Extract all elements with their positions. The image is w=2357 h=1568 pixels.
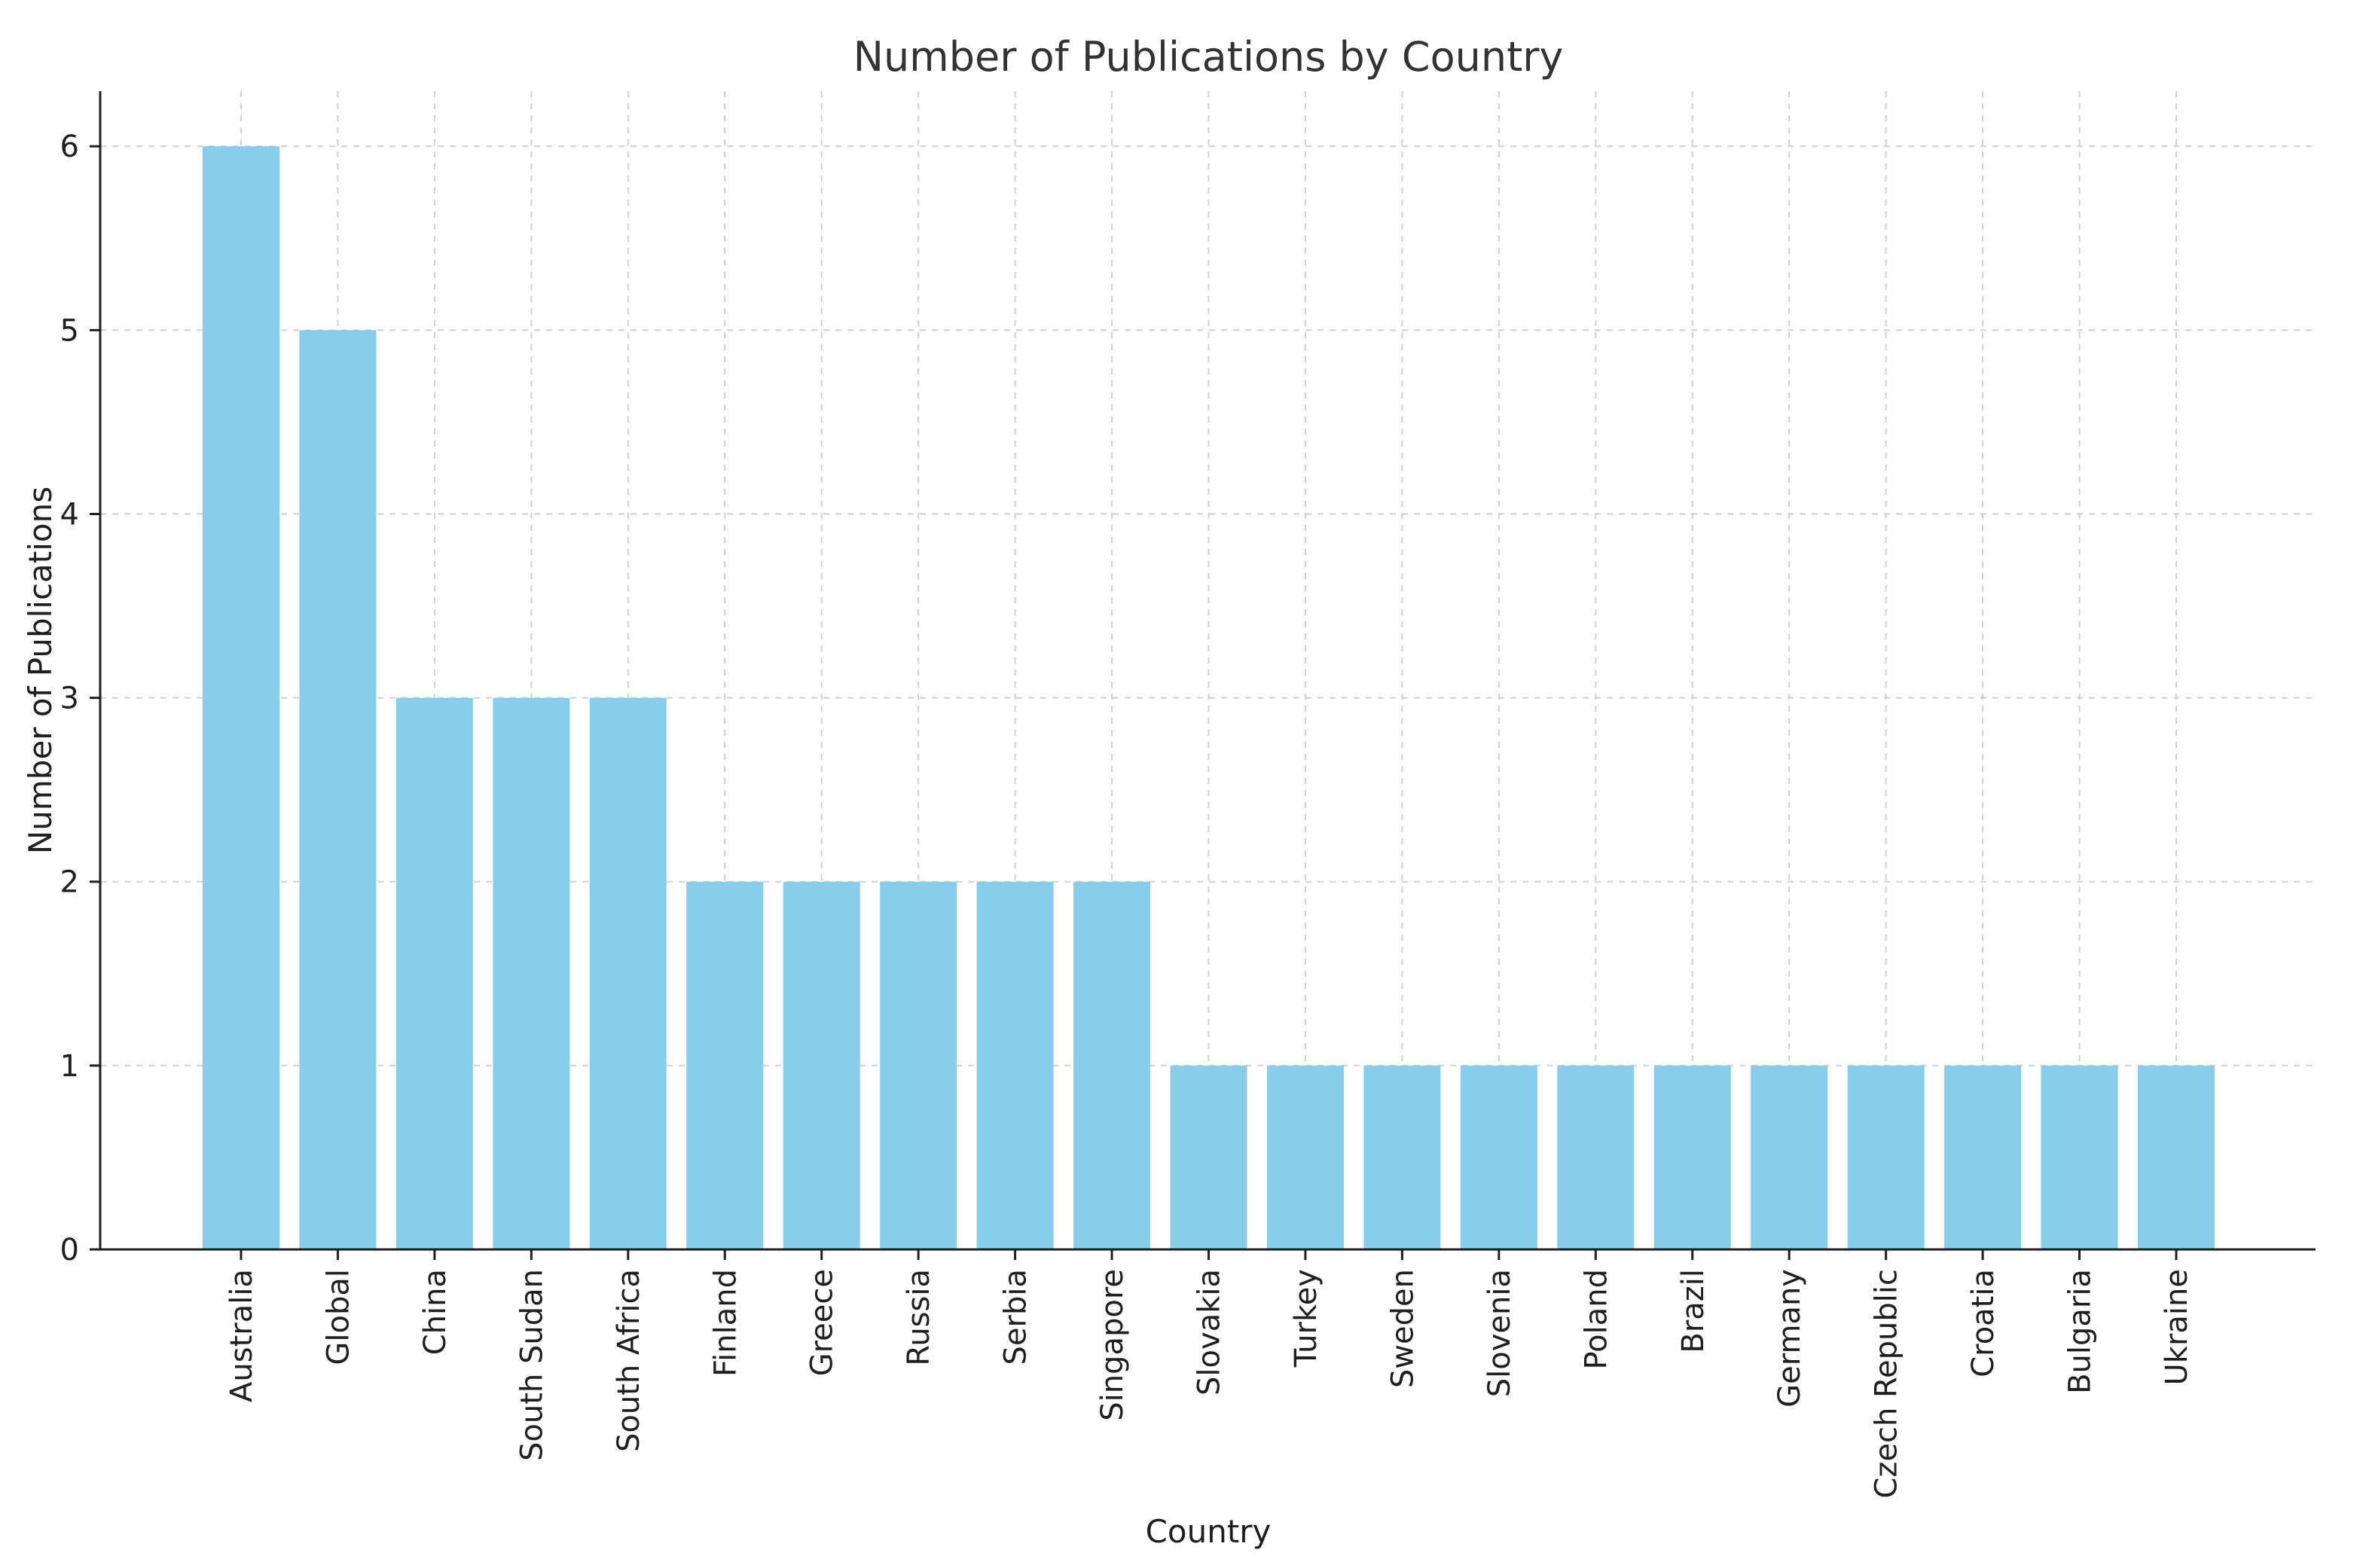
y-axis-label: Number of Publications — [22, 487, 59, 854]
y-tick-label: 2 — [60, 865, 79, 900]
bar-south-sudan — [493, 697, 570, 1249]
x-tick-label: Finland — [708, 1269, 743, 1377]
grid-layer — [100, 91, 2316, 1249]
x-tick-label: Czech Republic — [1870, 1269, 1904, 1499]
bar-global — [299, 330, 377, 1249]
x-tick-label: Greece — [805, 1269, 840, 1376]
y-tick-label: 4 — [60, 497, 79, 532]
bar-australia — [203, 146, 279, 1250]
y-tick-label: 6 — [60, 130, 79, 164]
bar-czech-republic — [1847, 1065, 1925, 1249]
x-tick-label: Brazil — [1676, 1269, 1711, 1353]
x-tick-label: Germany — [1772, 1269, 1807, 1408]
bar-brazil — [1653, 1065, 1731, 1249]
x-ticks-layer: Australia Global China South Sudan South Afr… — [224, 1249, 2194, 1499]
x-tick-label: Slovenia — [1482, 1269, 1517, 1397]
x-tick-label: China — [418, 1269, 453, 1355]
x-tick-label: Sweden — [1385, 1269, 1420, 1388]
bar-poland — [1557, 1065, 1635, 1249]
bar-croatia — [1944, 1065, 2022, 1249]
x-tick-label: Croatia — [1966, 1269, 2001, 1377]
x-tick-label: Poland — [1579, 1269, 1614, 1370]
bar-slovenia — [1460, 1065, 1537, 1249]
x-tick-label: Singapore — [1095, 1269, 1130, 1421]
x-tick-label: Russia — [902, 1269, 936, 1366]
bar-bulgaria — [2041, 1065, 2118, 1249]
x-tick-label: Bulgaria — [2063, 1269, 2098, 1394]
y-tick-label: 5 — [60, 313, 79, 348]
x-axis-label: Country — [1146, 1513, 1272, 1550]
bar-germany — [1751, 1065, 1828, 1249]
chart-title: Number of Publications by Country — [853, 33, 1564, 81]
x-tick-label: Australia — [224, 1269, 259, 1402]
bar-finland — [686, 881, 764, 1249]
y-tick-label: 0 — [60, 1233, 79, 1268]
bar-singapore — [1073, 881, 1151, 1249]
bar-south-africa — [589, 697, 667, 1249]
x-tick-label: Global — [321, 1269, 356, 1365]
bar-slovakia — [1170, 1065, 1247, 1249]
x-tick-label: Serbia — [999, 1269, 1033, 1365]
bar-serbia — [976, 881, 1054, 1249]
bar-turkey — [1266, 1065, 1344, 1249]
x-tick-label: South Sudan — [514, 1269, 549, 1461]
y-ticks-layer: 0 1 2 3 4 5 6 — [60, 130, 100, 1268]
bar-greece — [783, 881, 860, 1249]
y-tick-label: 1 — [60, 1049, 79, 1084]
bars-layer — [203, 146, 2215, 1250]
bar-russia — [880, 881, 957, 1249]
x-tick-label: Turkey — [1289, 1269, 1324, 1368]
bar-china — [395, 697, 473, 1249]
x-tick-label: Slovakia — [1192, 1269, 1227, 1396]
x-tick-label: Ukraine — [2160, 1269, 2194, 1385]
bar-ukraine — [2138, 1065, 2215, 1249]
y-tick-label: 3 — [60, 682, 79, 716]
x-tick-label: South Africa — [612, 1269, 646, 1452]
bar-sweden — [1363, 1065, 1441, 1249]
